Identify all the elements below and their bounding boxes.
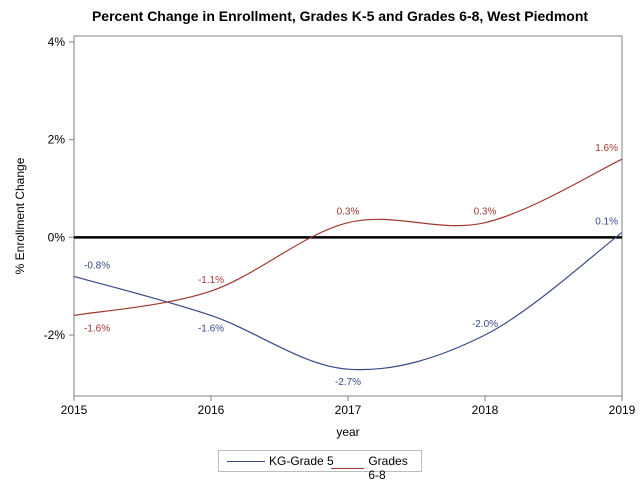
chart-title: Percent Change in Enrollment, Grades K-5… bbox=[91, 8, 589, 24]
data-labels: -0.8% -1.6% -2.7% -2.0% 0.1% -1.6% -1.1% 0.3% 0.… bbox=[84, 143, 618, 388]
data-label: -0.8% bbox=[84, 260, 110, 271]
legend-swatch-grades-6-8 bbox=[331, 467, 365, 469]
data-label: -1.6% bbox=[198, 323, 224, 334]
x-tick-label: 2018 bbox=[472, 403, 499, 417]
legend-label-grades-6-8: Grades 6-8 bbox=[368, 454, 408, 482]
legend: KG-Grade 5 Grades 6-8 bbox=[218, 450, 422, 482]
y-tick-label: 4% bbox=[48, 35, 66, 49]
legend-swatch-kg-grade5 bbox=[227, 460, 265, 462]
data-label: 0.1% bbox=[595, 216, 618, 227]
legend-item-grades-6-8: Grades 6-8 bbox=[331, 454, 421, 482]
x-tick-label: 2017 bbox=[335, 403, 362, 417]
legend-label-kg-grade5: KG-Grade 5 bbox=[269, 454, 334, 468]
data-label: -2.7% bbox=[335, 377, 361, 388]
data-label: -1.1% bbox=[198, 275, 224, 286]
data-label: 0.3% bbox=[337, 207, 360, 218]
data-label: -1.6% bbox=[84, 323, 110, 334]
x-axis-label: year bbox=[336, 425, 359, 439]
x-tick-label: 2016 bbox=[198, 403, 225, 417]
y-tick-label: -2% bbox=[44, 328, 66, 342]
data-label: -2.0% bbox=[472, 319, 498, 330]
y-tick-label: 2% bbox=[48, 133, 66, 147]
legend-item-kg-grade5: KG-Grade 5 bbox=[227, 454, 334, 468]
y-tick-label: 0% bbox=[48, 230, 66, 244]
series-line-grades-6-8 bbox=[73, 158, 623, 317]
x-axis-ticks: 2015 2016 2017 2018 2019 bbox=[61, 396, 636, 417]
x-tick-label: 2019 bbox=[609, 403, 636, 417]
x-tick-label: 2015 bbox=[61, 403, 88, 417]
series-layer bbox=[73, 158, 623, 371]
y-axis-label: % Enrollment Change bbox=[13, 157, 27, 274]
y-axis-ticks: -2% 0% 2% 4% bbox=[44, 35, 74, 342]
data-label: 0.3% bbox=[474, 207, 497, 218]
data-label: 1.6% bbox=[595, 143, 618, 154]
series-line-kg-grade5 bbox=[73, 231, 623, 371]
